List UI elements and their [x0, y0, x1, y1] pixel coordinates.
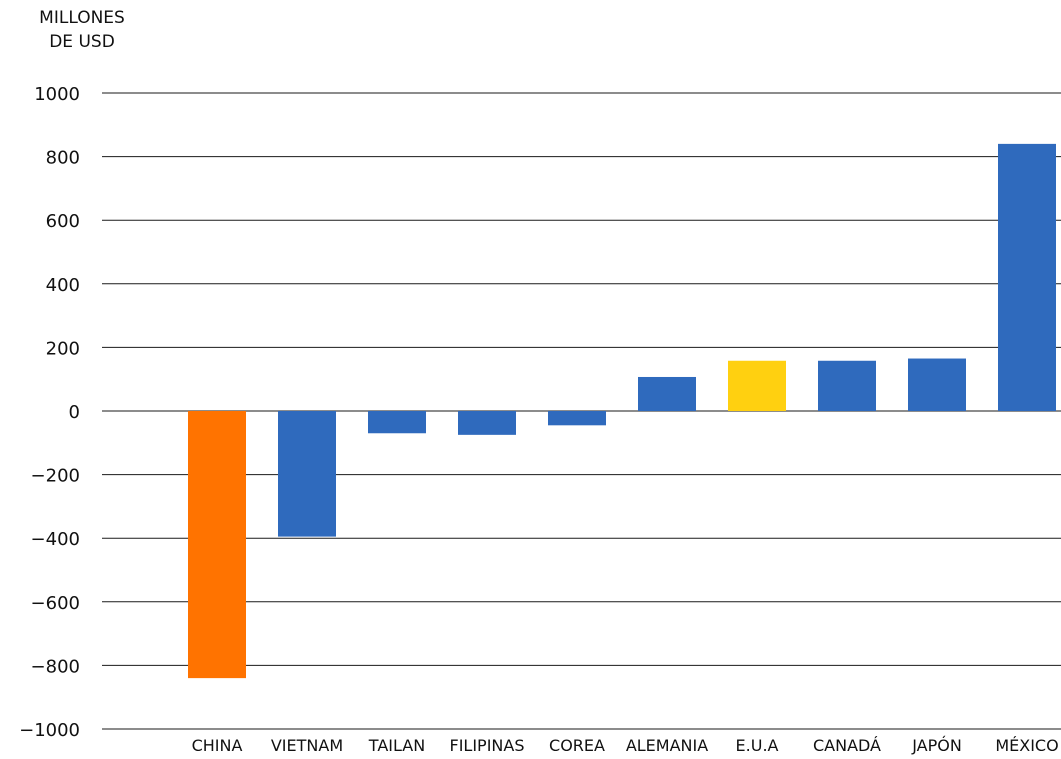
x-tick-label: FILIPINAS — [450, 736, 525, 755]
bar-alemania — [638, 376, 696, 411]
x-tick-label: VIETNAM — [271, 736, 343, 755]
bars — [188, 143, 1056, 679]
bar-e-u-a — [728, 360, 786, 411]
x-tick-label: TAILAN — [368, 736, 425, 755]
x-tick-labels: CHINA VIETNAM TAILAN FILIPINAS COREA ALEMANIA… — [192, 736, 1059, 755]
x-tick-label: E.U.A — [736, 736, 779, 755]
y-tick-label: −800 — [31, 656, 80, 677]
bar-jap-n — [908, 358, 966, 411]
y-tick-label: 400 — [46, 275, 80, 296]
bar-tailan — [368, 411, 426, 434]
x-tick-label: CANADÁ — [813, 736, 881, 755]
bar-vietnam — [278, 411, 336, 537]
y-axis-label: MILLONES DE USD — [22, 6, 142, 54]
y-tick-label: 800 — [46, 148, 80, 169]
y-tick-labels: 1000 800 600 400 200 0 −200 −400 −600 −800 −1000 — [19, 84, 80, 741]
bar-canad- — [818, 360, 876, 411]
bar-china — [188, 411, 246, 679]
x-tick-label: COREA — [549, 736, 605, 755]
y-tick-label: −1000 — [19, 720, 80, 741]
y-tick-label: −600 — [31, 593, 80, 614]
x-tick-label: JAPÓN — [911, 736, 962, 755]
bar-m-xico — [998, 143, 1056, 411]
x-tick-label: MÉXICO — [995, 736, 1058, 755]
y-tick-label: 200 — [46, 338, 80, 359]
y-axis-label-line-1: MILLONES — [39, 8, 125, 28]
x-tick-label: CHINA — [192, 736, 243, 755]
bar-corea — [548, 411, 606, 426]
y-tick-label: 600 — [46, 211, 80, 232]
y-tick-label: −200 — [31, 466, 80, 487]
bar-filipinas — [458, 411, 516, 435]
y-tick-label: 1000 — [34, 84, 80, 105]
y-tick-label: 0 — [69, 402, 80, 423]
x-tick-label: ALEMANIA — [626, 736, 708, 755]
y-axis-label-line-2: DE USD — [49, 32, 115, 52]
y-tick-label: −400 — [31, 529, 80, 550]
